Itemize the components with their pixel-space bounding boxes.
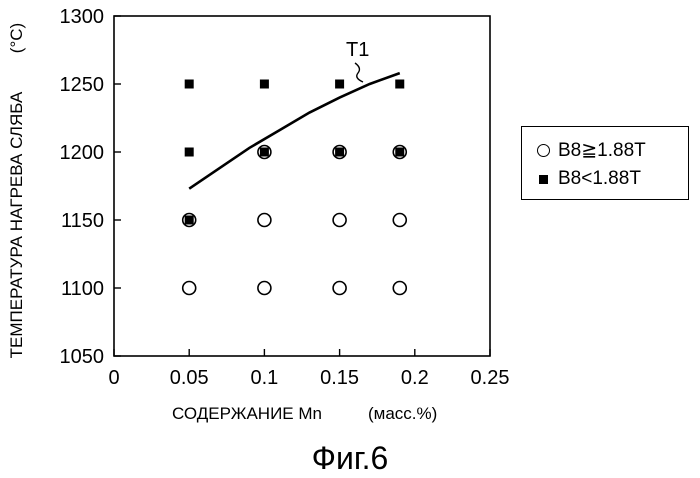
y-tick-label: 1300 [60,6,105,28]
filled-square-marker [335,80,344,89]
y-tick-label: 1150 [61,210,104,232]
y-axis-label: ТЕМПЕРАТУРА НАГРЕВА СЛЯБА [7,91,26,358]
open-circle-marker [258,214,271,227]
y-tick-label: 1100 [61,278,104,300]
data-markers [183,80,407,295]
x-tick-label: 0.1 [250,367,278,389]
y-axis-unit: (°C) [7,23,26,53]
open-circle-marker [183,282,196,295]
open-circle-marker [393,214,406,227]
legend-item-low: B8<1.88T [522,166,688,192]
scatter-chart: 1050 1100 1150 1200 1250 1300 0 0.05 0.1 0.15 0.2… [0,0,700,440]
y-tick-label: 1250 [60,74,105,96]
x-tick-label: 0 [108,367,119,389]
open-circle-marker [393,282,406,295]
t1-curve-label: T1 [346,39,369,61]
filled-square-icon [528,175,558,184]
filled-square-marker [185,148,194,157]
x-tick-label: 0.05 [170,367,209,389]
open-circle-marker [333,282,346,295]
legend-label-high: B8≧1.88T [558,139,646,162]
plot-frame [114,16,490,356]
x-tick-label: 0.25 [471,367,510,389]
y-tick-label: 1050 [60,346,105,368]
filled-square-marker [395,80,404,89]
open-circle-marker [333,214,346,227]
open-circle-icon [528,144,558,157]
filled-square-marker [260,80,269,89]
legend-item-high: B8≧1.88T [522,137,688,163]
x-tick-label: 0.15 [320,367,359,389]
x-axis-label: СОДЕРЖАНИЕ Mn [172,404,322,423]
filled-square-marker [260,148,269,157]
x-axis-unit: (масс.%) [368,404,437,423]
filled-square-marker [335,148,344,157]
y-axis-ticks: 1050 1100 1150 1200 1250 1300 [60,6,122,368]
x-tick-label: 0.2 [401,367,429,389]
legend: B8≧1.88T B8<1.88T [521,126,689,200]
figure-caption: Фиг.6 [0,440,700,477]
y-tick-label: 1200 [60,142,105,164]
filled-square-marker [185,80,194,89]
open-circle-marker [258,282,271,295]
filled-square-marker [185,216,194,225]
filled-square-marker [395,148,404,157]
x-axis-ticks: 0 0.05 0.1 0.15 0.2 0.25 [108,349,509,389]
t1-leader-line [355,63,363,82]
t1-curve [189,73,400,189]
legend-label-low: B8<1.88T [558,168,641,190]
